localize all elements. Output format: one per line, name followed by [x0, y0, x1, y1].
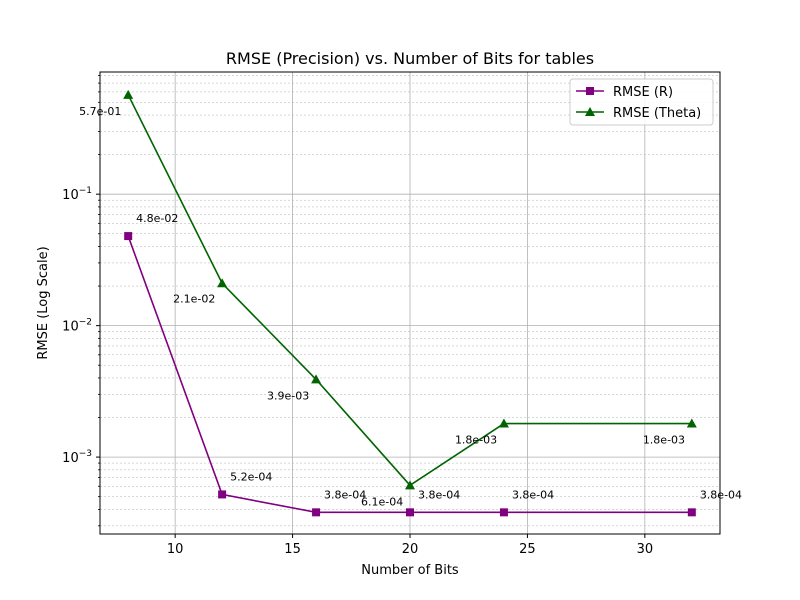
data-label-theta: 3.9e-03	[267, 389, 309, 402]
legend-marker-theta	[585, 107, 595, 116]
data-label-r: 3.8e-04	[324, 488, 366, 501]
legend-box	[569, 78, 714, 126]
data-label-theta: 1.8e-03	[643, 434, 685, 447]
legend-label-r: RMSE (R)	[613, 85, 673, 100]
data-point-r	[124, 232, 133, 241]
y-tick-label: 10−2	[62, 318, 92, 335]
series-line-theta	[127, 94, 692, 487]
data-point-theta	[123, 89, 134, 99]
data-label-theta: 2.1e-02	[173, 292, 215, 305]
legend-label-theta: RMSE (Theta)	[613, 106, 701, 121]
data-label-r: 5.2e-04	[230, 470, 272, 483]
data-label-r: 3.8e-04	[512, 488, 554, 501]
axis-ticks: 10 15 20 25 30 10−3 10−2 10−1	[62, 75, 653, 557]
x-tick-label: 20	[402, 542, 419, 557]
data-point-r	[312, 508, 321, 517]
y-axis-label: RMSE (Log Scale)	[36, 246, 51, 359]
x-tick-label: 30	[637, 542, 654, 557]
data-point-r	[218, 490, 227, 499]
chart-title: RMSE (Precision) vs. Number of Bits for …	[226, 49, 594, 68]
data-label-r: 4.8e-02	[136, 212, 178, 225]
data-point-theta	[498, 418, 509, 428]
data-label-r: 3.8e-04	[418, 488, 460, 501]
data-point-theta	[217, 278, 228, 288]
data-label-theta: 6.1e-04	[361, 495, 403, 508]
data-point-theta	[405, 480, 415, 490]
legend: RMSE (R) RMSE (Theta)	[569, 78, 714, 126]
data-labels: 4.8e-02 5.2e-04 3.8e-04 3.8e-04 3.8e-04 3.8e-…	[79, 105, 742, 509]
y-tick-label: 10−3	[62, 449, 92, 466]
data-point-r	[406, 508, 414, 517]
x-axis-label: Number of Bits	[361, 563, 459, 578]
y-tick-label: 10−1	[62, 186, 92, 203]
data-point-r	[499, 508, 508, 517]
x-tick-label: 25	[519, 542, 536, 557]
data-label-r: 3.8e-04	[700, 488, 742, 501]
x-tick-label: 10	[167, 542, 184, 557]
data-point-theta	[311, 374, 322, 384]
x-tick-label: 15	[284, 542, 301, 557]
data-point-r	[687, 508, 696, 517]
series-layer	[123, 89, 697, 517]
data-label-theta: 1.8e-03	[455, 434, 497, 447]
series-line-r	[127, 235, 692, 514]
legend-marker-r	[586, 87, 594, 95]
data-point-theta	[686, 418, 697, 428]
